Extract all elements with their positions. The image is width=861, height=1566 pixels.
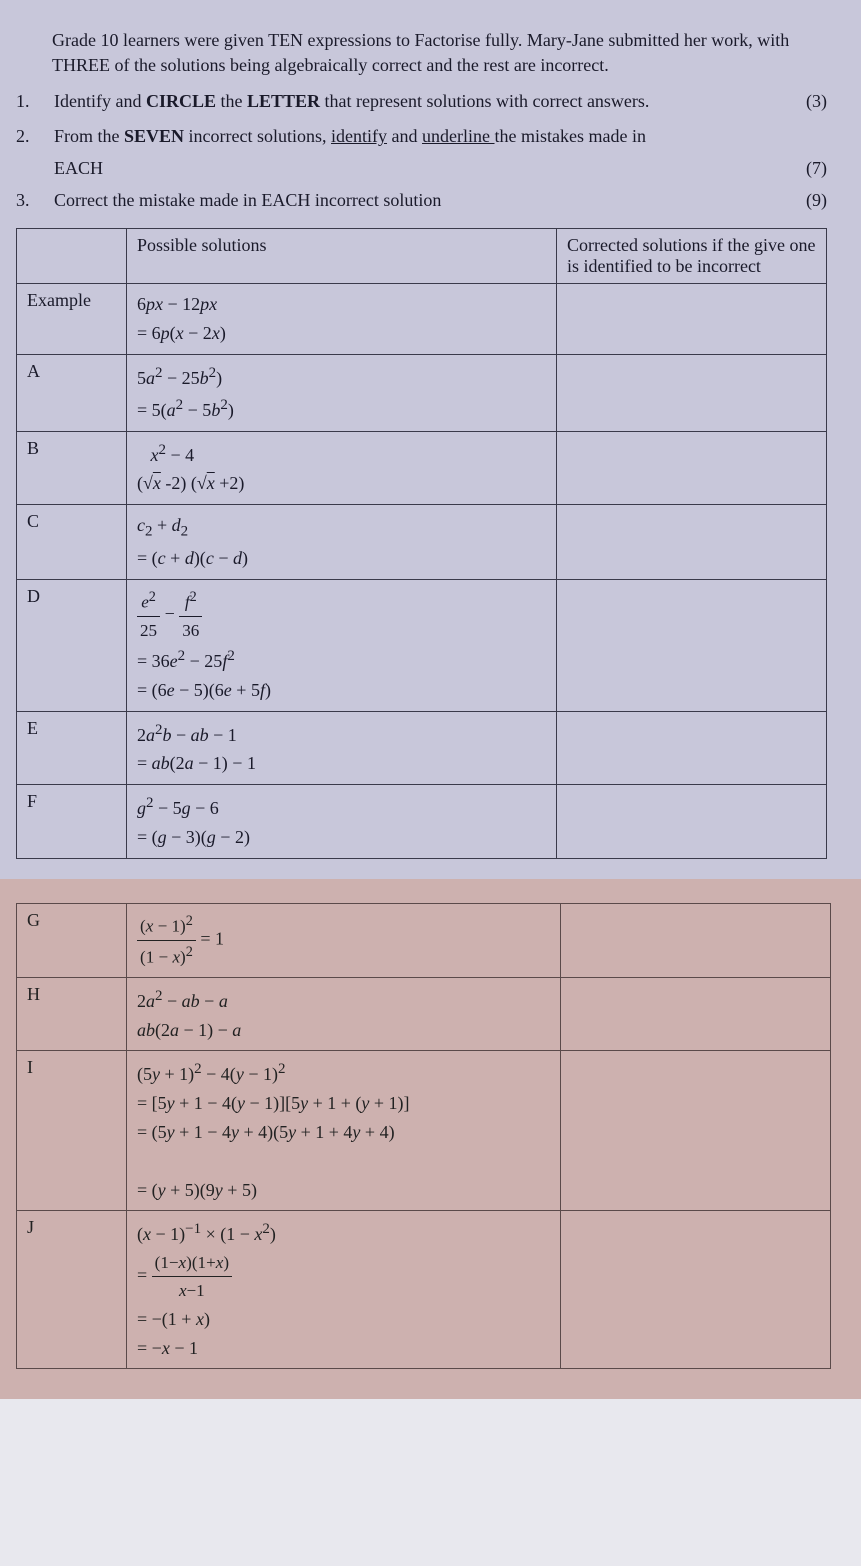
row-corrected xyxy=(561,977,831,1051)
question-marks: (7) xyxy=(806,158,827,179)
question-text: Identify and CIRCLE the LETTER that repr… xyxy=(54,88,791,115)
header-blank xyxy=(17,229,127,284)
row-solution: g2 − 5g − 6= (g − 3)(g − 2) xyxy=(127,785,557,859)
row-label: B xyxy=(17,431,127,505)
question-number: 3. xyxy=(16,187,54,214)
solutions-table-2: G (x − 1)2(1 − x)2 = 1 H 2a2 − ab − aab(… xyxy=(16,903,831,1370)
row-corrected xyxy=(561,1051,831,1211)
table-row: F g2 − 5g − 6= (g − 3)(g − 2) xyxy=(17,785,827,859)
row-corrected xyxy=(557,505,827,579)
row-solution: c2 + d2= (c + d)(c − d) xyxy=(127,505,557,579)
table-row: D e225 − f236= 36e2 − 25f2= (6e − 5)(6e … xyxy=(17,579,827,711)
question-number: 1. xyxy=(16,88,54,115)
question-text: From the SEVEN incorrect solutions, iden… xyxy=(54,123,791,150)
question-row: 2. From the SEVEN incorrect solutions, i… xyxy=(16,123,827,150)
row-label: E xyxy=(17,711,127,785)
row-corrected xyxy=(561,1211,831,1369)
table-row: A 5a2 − 25b2)= 5(a2 − 5b2) xyxy=(17,354,827,431)
question-row: 1. Identify and CIRCLE the LETTER that r… xyxy=(16,88,827,115)
row-label: A xyxy=(17,354,127,431)
table-row: B x2 − 4(√x -2) (√x +2) xyxy=(17,431,827,505)
question-marks: (3) xyxy=(791,88,827,115)
row-corrected xyxy=(561,903,831,977)
solutions-table-1: Possible solutions Corrected solutions i… xyxy=(16,228,827,858)
row-label: H xyxy=(17,977,127,1051)
table-row: I (5y + 1)2 − 4(y − 1)2= [5y + 1 − 4(y −… xyxy=(17,1051,831,1211)
row-solution: 5a2 − 25b2)= 5(a2 − 5b2) xyxy=(127,354,557,431)
question-each: EACH (7) xyxy=(54,158,827,179)
row-solution: e225 − f236= 36e2 − 25f2= (6e − 5)(6e + … xyxy=(127,579,557,711)
row-corrected xyxy=(557,785,827,859)
row-corrected xyxy=(557,579,827,711)
question-marks: (9) xyxy=(791,187,827,214)
row-corrected xyxy=(557,431,827,505)
row-solution: 2a2 − ab − aab(2a − 1) − a xyxy=(127,977,561,1051)
question-text: EACH xyxy=(54,158,103,179)
row-corrected xyxy=(557,354,827,431)
row-label: C xyxy=(17,505,127,579)
table-row: Example 6px − 12px= 6p(x − 2x) xyxy=(17,284,827,355)
header-possible: Possible solutions xyxy=(127,229,557,284)
table-row: J (x − 1)−1 × (1 − x2)= (1−x)(1+x)x−1= −… xyxy=(17,1211,831,1369)
row-corrected xyxy=(557,284,827,355)
row-label: D xyxy=(17,579,127,711)
row-solution: (x − 1)−1 × (1 − x2)= (1−x)(1+x)x−1= −(1… xyxy=(127,1211,561,1369)
row-solution: 6px − 12px= 6p(x − 2x) xyxy=(127,284,557,355)
intro-text: Grade 10 learners were given TEN express… xyxy=(52,28,827,78)
table-row: E 2a2b − ab − 1= ab(2a − 1) − 1 xyxy=(17,711,827,785)
question-number: 2. xyxy=(16,123,54,150)
row-label: F xyxy=(17,785,127,859)
row-label: J xyxy=(17,1211,127,1369)
question-text: Correct the mistake made in EACH incorre… xyxy=(54,187,791,214)
table-row: H 2a2 − ab − aab(2a − 1) − a xyxy=(17,977,831,1051)
row-label: G xyxy=(17,903,127,977)
table-row: G (x − 1)2(1 − x)2 = 1 xyxy=(17,903,831,977)
question-marks xyxy=(791,123,827,150)
row-corrected xyxy=(557,711,827,785)
row-solution: (x − 1)2(1 − x)2 = 1 xyxy=(127,903,561,977)
question-list: 1. Identify and CIRCLE the LETTER that r… xyxy=(16,88,827,214)
table-row: C c2 + d2= (c + d)(c − d) xyxy=(17,505,827,579)
row-solution: (5y + 1)2 − 4(y − 1)2= [5y + 1 − 4(y − 1… xyxy=(127,1051,561,1211)
page-top: Grade 10 learners were given TEN express… xyxy=(0,0,861,879)
row-solution: 2a2b − ab − 1= ab(2a − 1) − 1 xyxy=(127,711,557,785)
table-header-row: Possible solutions Corrected solutions i… xyxy=(17,229,827,284)
row-label: Example xyxy=(17,284,127,355)
header-corrected: Corrected solutions if the give one is i… xyxy=(557,229,827,284)
row-solution: x2 − 4(√x -2) (√x +2) xyxy=(127,431,557,505)
row-label: I xyxy=(17,1051,127,1211)
page-bottom: G (x − 1)2(1 − x)2 = 1 H 2a2 − ab − aab(… xyxy=(0,879,861,1400)
question-row: 3. Correct the mistake made in EACH inco… xyxy=(16,187,827,214)
